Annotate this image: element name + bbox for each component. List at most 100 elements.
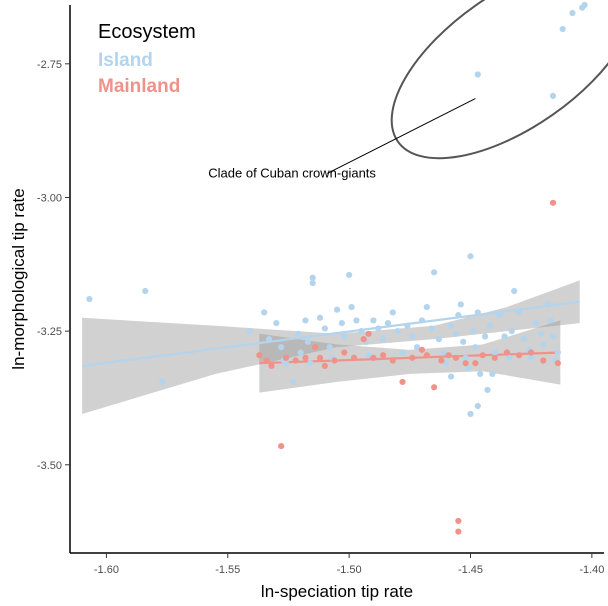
point-island — [265, 336, 273, 343]
point-island — [486, 322, 494, 329]
point-island — [547, 317, 554, 324]
point-mainland — [331, 357, 338, 364]
point-island — [508, 328, 515, 335]
x-tick-label: -1.50 — [337, 564, 362, 576]
point-island — [460, 338, 467, 345]
point-island — [569, 9, 576, 17]
point-mainland — [455, 517, 462, 525]
x-tick-label: -1.60 — [94, 564, 119, 576]
point-island — [409, 333, 416, 340]
point-island — [346, 271, 353, 279]
x-axis-title: ln-speciation tip rate — [261, 582, 413, 601]
point-mainland — [292, 357, 299, 364]
point-island — [545, 301, 552, 308]
point-island — [484, 386, 491, 394]
point-island — [532, 320, 540, 327]
point-island — [537, 330, 544, 337]
point-island — [457, 301, 464, 308]
point-island — [440, 349, 447, 356]
point-island — [370, 317, 377, 324]
point-island — [554, 349, 561, 356]
point-island — [307, 360, 314, 367]
point-island — [246, 328, 253, 335]
point-island — [384, 320, 392, 327]
point-mainland — [312, 344, 319, 351]
point-island — [365, 352, 372, 359]
point-island — [321, 325, 328, 332]
point-mainland — [350, 354, 358, 361]
point-island — [302, 317, 309, 324]
point-island — [581, 1, 588, 9]
point-island — [467, 253, 474, 260]
point-mainland — [515, 352, 523, 359]
annotation: Clade of Cuban crown-giants — [208, 0, 608, 180]
point-island — [528, 354, 535, 361]
point-mainland — [528, 349, 535, 356]
point-island — [452, 330, 460, 337]
point-island — [404, 322, 411, 329]
point-island — [348, 303, 355, 311]
point-island — [295, 330, 302, 337]
point-mainland — [341, 349, 348, 356]
point-mainland — [263, 357, 270, 364]
point-island — [520, 336, 528, 343]
point-island — [261, 309, 268, 316]
legend-entry-island: Island — [98, 50, 153, 71]
point-island — [333, 306, 341, 313]
point-mainland — [365, 330, 372, 337]
annotation-label: Clade of Cuban crown-giants — [208, 165, 376, 180]
point-island — [447, 373, 455, 380]
point-mainland — [430, 384, 438, 391]
axes: -1.60 -1.55 -1.50 -1.45 -1.40 -3.50 -3.25 -3.0… — [37, 5, 604, 576]
point-mainland — [389, 357, 396, 364]
point-island — [515, 309, 523, 316]
point-island — [447, 322, 455, 329]
x-tick-label: -1.55 — [215, 564, 240, 576]
x-ticks: -1.60 -1.55 -1.50 -1.45 -1.40 — [94, 553, 604, 576]
point-island — [399, 349, 406, 356]
point-island — [491, 349, 498, 356]
point-mainland — [302, 354, 309, 361]
point-mainland — [452, 354, 460, 361]
point-island — [501, 333, 508, 340]
point-mainland — [445, 352, 452, 359]
x-tick-label: -1.45 — [458, 564, 483, 576]
point-island — [474, 71, 481, 78]
point-mainland — [316, 354, 324, 361]
point-mainland — [479, 352, 486, 359]
point-mainland — [491, 354, 498, 361]
point-mainland — [370, 354, 377, 361]
point-mainland — [455, 528, 462, 535]
point-island — [309, 279, 316, 287]
legend: Ecosystem Island Mainland — [98, 21, 196, 97]
point-island — [430, 269, 438, 276]
point-mainland — [462, 360, 469, 367]
point-island — [309, 274, 316, 281]
point-island — [394, 328, 401, 335]
point-island — [304, 338, 311, 345]
y-axis-title: ln-morphological tip rate — [9, 188, 28, 369]
point-mainland — [399, 378, 406, 386]
y-tick-label: -3.00 — [37, 192, 62, 204]
point-island — [559, 25, 566, 33]
point-island — [455, 311, 462, 319]
point-island — [375, 325, 382, 332]
point-mainland — [256, 352, 263, 359]
y-tick-label: -2.75 — [37, 59, 62, 71]
point-island — [496, 311, 503, 319]
point-mainland — [540, 357, 547, 364]
point-island — [435, 336, 443, 343]
point-island — [389, 309, 396, 316]
point-island — [338, 320, 345, 327]
point-island — [474, 402, 481, 410]
point-island — [297, 349, 304, 356]
point-mainland — [380, 352, 387, 359]
point-island — [511, 287, 518, 295]
point-mainland — [268, 362, 275, 369]
point-island — [477, 370, 484, 377]
point-mainland — [472, 360, 479, 367]
point-mainland — [282, 354, 290, 361]
point-island — [86, 295, 93, 303]
point-island — [278, 344, 285, 351]
